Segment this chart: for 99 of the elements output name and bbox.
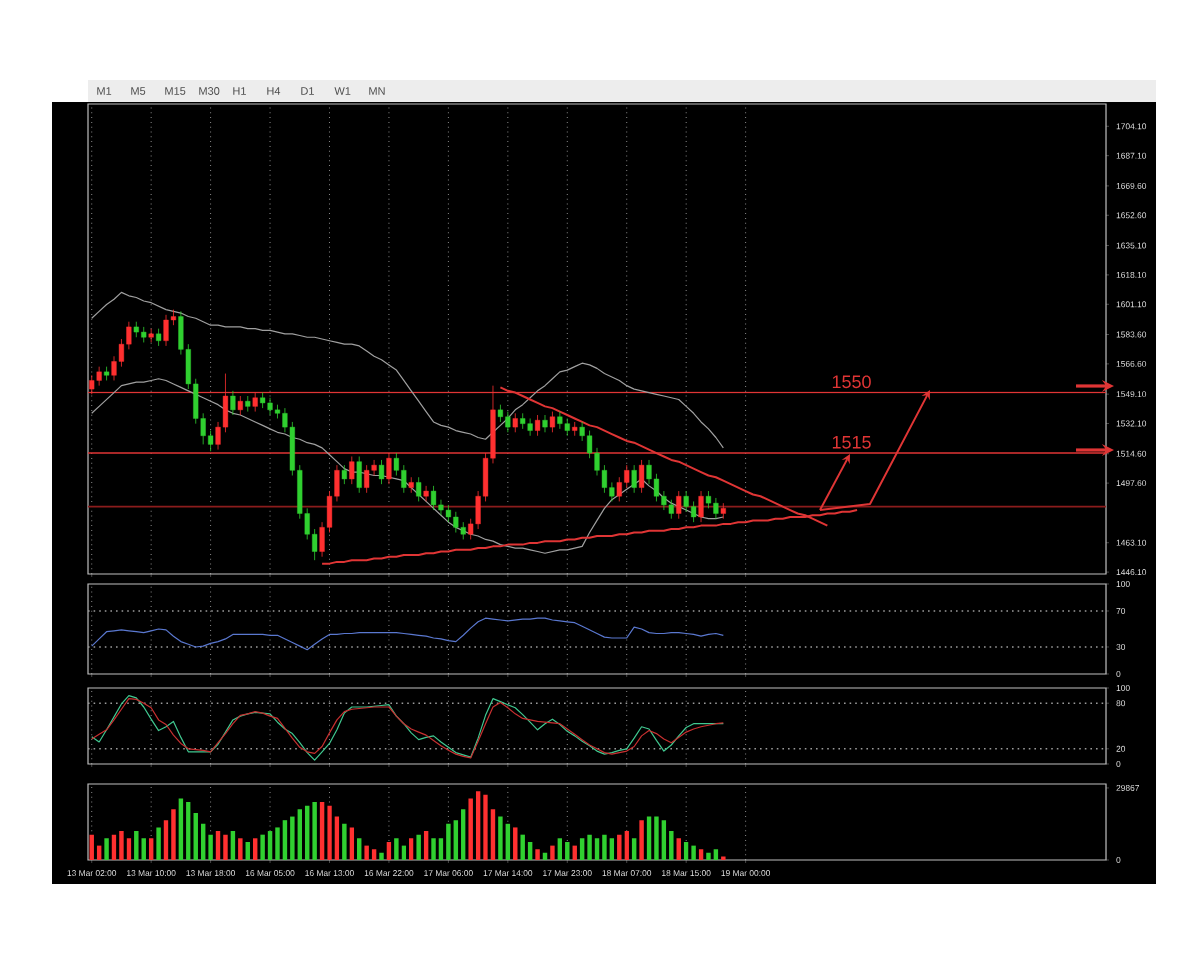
bar	[639, 820, 644, 860]
candlestick	[96, 366, 102, 387]
candlestick	[341, 464, 347, 485]
bar	[557, 838, 563, 860]
bar	[171, 809, 176, 860]
candlestick	[557, 411, 563, 430]
bar	[186, 802, 191, 860]
candlestick	[713, 497, 719, 520]
bar	[446, 823, 451, 860]
bar	[89, 834, 94, 860]
bar	[661, 820, 667, 860]
bar	[535, 849, 540, 860]
bar	[379, 852, 384, 860]
bar	[312, 802, 317, 860]
bar	[156, 827, 161, 860]
candlestick	[430, 485, 437, 511]
bar	[579, 838, 585, 860]
bar	[371, 849, 377, 860]
bar	[141, 838, 146, 860]
bar	[431, 838, 436, 860]
bar	[461, 809, 466, 860]
bar	[468, 798, 473, 860]
bar	[238, 838, 243, 860]
candlestick	[237, 395, 243, 416]
bar	[275, 827, 280, 860]
bar	[319, 802, 325, 860]
bar	[215, 831, 221, 860]
candlestick	[349, 456, 355, 485]
bar	[148, 838, 154, 860]
candlestick	[364, 464, 370, 494]
bar	[193, 812, 198, 860]
ref-line-label: 1550	[832, 375, 871, 389]
bar	[423, 831, 429, 860]
candlestick	[453, 511, 459, 533]
bar	[349, 827, 355, 860]
bar	[409, 838, 414, 860]
bar	[691, 845, 696, 860]
bar	[676, 838, 681, 860]
bar	[565, 841, 570, 860]
bar	[594, 838, 600, 860]
candlestick	[252, 392, 258, 412]
candlestick	[527, 418, 533, 437]
bar	[617, 834, 622, 860]
candlestick	[512, 412, 518, 433]
bar	[713, 849, 719, 860]
bar	[475, 791, 481, 860]
bar	[223, 834, 228, 860]
bar	[252, 838, 258, 860]
bar	[260, 834, 265, 860]
bar	[498, 816, 503, 860]
bar	[178, 798, 184, 860]
bar	[119, 831, 124, 860]
bar	[631, 838, 637, 860]
candlestick	[631, 464, 637, 494]
candlestick	[378, 459, 385, 485]
candlestick	[549, 411, 555, 433]
candlestick	[416, 476, 422, 502]
bar	[342, 823, 347, 860]
bar	[134, 831, 139, 860]
bar	[706, 852, 711, 860]
bar	[587, 834, 592, 860]
candlestick	[616, 476, 622, 502]
candlestick	[668, 499, 674, 520]
ref-line-label: 1515	[832, 436, 871, 449]
bar	[394, 838, 399, 860]
candlestick	[423, 485, 429, 502]
bar	[290, 816, 295, 860]
bar	[364, 845, 369, 860]
candlestick	[386, 452, 392, 485]
candlestick	[683, 490, 689, 513]
candlestick	[267, 397, 273, 416]
bar	[230, 831, 236, 860]
bar	[624, 831, 629, 860]
candlestick	[230, 390, 236, 416]
bar	[513, 827, 518, 860]
candlestick	[639, 459, 645, 494]
bar	[104, 838, 109, 860]
bar	[416, 834, 421, 860]
candlestick	[356, 456, 362, 494]
bar	[698, 849, 704, 860]
bar	[282, 820, 288, 860]
bar	[490, 809, 496, 860]
bar	[297, 809, 302, 860]
candlestick	[676, 490, 682, 520]
bar	[654, 816, 659, 860]
bar	[609, 838, 615, 860]
candlestick	[401, 464, 407, 494]
candlestick	[534, 414, 541, 437]
bar	[126, 838, 132, 860]
candlestick	[698, 490, 704, 523]
candlestick	[691, 501, 697, 523]
bar	[520, 834, 525, 860]
candlestick	[89, 374, 95, 395]
bar	[357, 838, 362, 860]
bar	[267, 831, 273, 860]
candlestick	[542, 414, 548, 433]
candlestick	[163, 314, 169, 347]
candlestick	[505, 411, 511, 433]
bar	[602, 834, 607, 860]
